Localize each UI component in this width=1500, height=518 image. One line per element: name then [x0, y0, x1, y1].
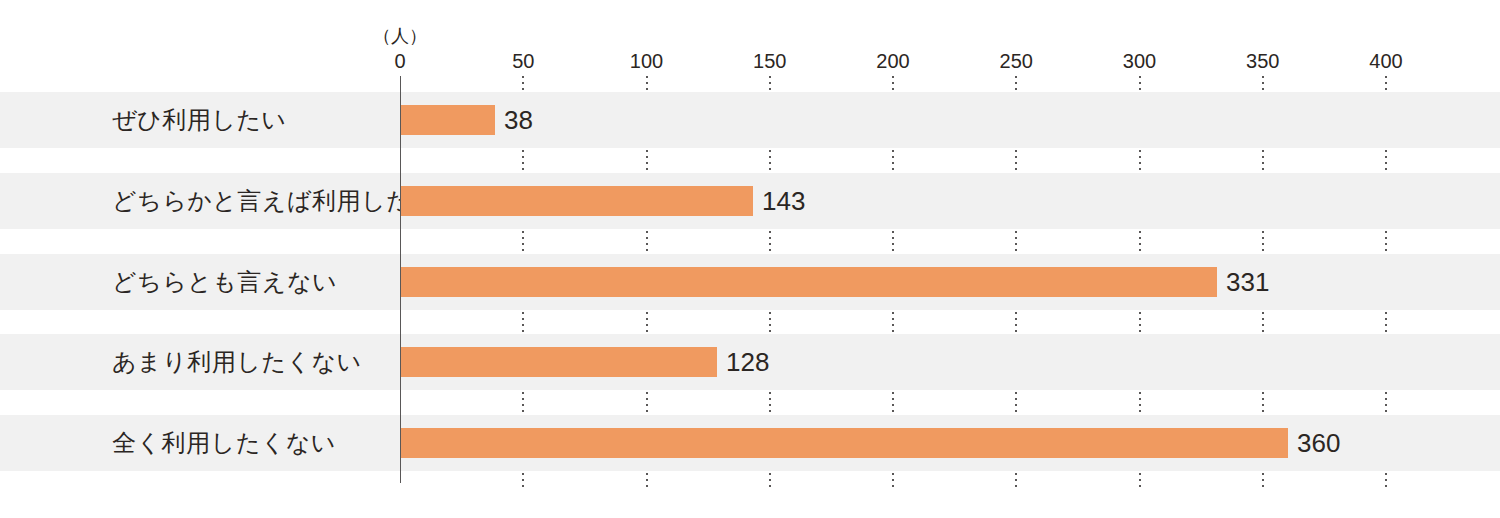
dotted-gridline-segment	[769, 312, 771, 332]
dotted-gridline-segment	[1139, 231, 1141, 252]
bar	[401, 267, 1217, 297]
category-label: あまり利用したくない	[112, 334, 362, 390]
category-label: 全く利用したくない	[112, 415, 336, 471]
dotted-gridline-segment	[1385, 312, 1387, 332]
dotted-gridline-segment	[1385, 392, 1387, 413]
dotted-gridline-segment	[769, 473, 771, 487]
dotted-gridline-segment	[1139, 312, 1141, 332]
dotted-gridline-segment	[1385, 231, 1387, 252]
dotted-gridline-segment	[1015, 473, 1017, 487]
bar	[401, 347, 717, 377]
survey-bar-chart: （人） 0 50 100 150 200 250 300 350 400 ぜひ利用したい 38 どち…	[0, 0, 1500, 518]
dotted-gridline-segment	[646, 231, 648, 252]
dotted-gridline-segment	[1015, 392, 1017, 413]
category-label: どちらかと言えば利用したい	[112, 173, 436, 229]
dotted-gridline-segment	[1262, 76, 1264, 90]
x-axis-tick-label: 250	[1000, 50, 1033, 72]
x-axis-tick-label: 300	[1123, 50, 1156, 72]
x-axis-tick-label: 200	[876, 50, 909, 72]
dotted-gridline-segment	[892, 231, 894, 252]
value-label: 128	[726, 334, 769, 390]
dotted-gridline-segment	[522, 473, 524, 487]
dotted-gridline-segment	[646, 150, 648, 171]
dotted-gridline-segment	[646, 312, 648, 332]
dotted-gridline-segment	[892, 473, 894, 487]
dotted-gridline-segment	[522, 392, 524, 413]
dotted-gridline-segment	[646, 392, 648, 413]
dotted-gridline-segment	[1262, 150, 1264, 171]
y-axis-line	[400, 76, 401, 483]
dotted-gridline-segment	[522, 150, 524, 171]
dotted-gridline-segment	[892, 150, 894, 171]
dotted-gridline-segment	[1139, 392, 1141, 413]
dotted-gridline-segment	[646, 473, 648, 487]
x-axis-tick-label: 50	[512, 50, 534, 72]
category-label: ぜひ利用したい	[112, 92, 286, 148]
dotted-gridline-segment	[1015, 150, 1017, 171]
dotted-gridline-segment	[1385, 473, 1387, 487]
dotted-gridline-segment	[1262, 392, 1264, 413]
x-axis-tick-label: 150	[753, 50, 786, 72]
dotted-gridline-segment	[1139, 150, 1141, 171]
dotted-gridline-segment	[892, 312, 894, 332]
dotted-gridline-segment	[1385, 76, 1387, 90]
dotted-gridline-segment	[522, 76, 524, 90]
x-axis-tick-label: 400	[1369, 50, 1402, 72]
dotted-gridline-segment	[1139, 76, 1141, 90]
axis-unit-label: （人）	[373, 24, 427, 48]
dotted-gridline-segment	[1385, 150, 1387, 171]
dotted-gridline-segment	[522, 312, 524, 332]
dotted-gridline-segment	[769, 231, 771, 252]
dotted-gridline-segment	[892, 392, 894, 413]
bar	[401, 428, 1288, 458]
x-axis-tick-label: 350	[1246, 50, 1279, 72]
dotted-gridline-segment	[1262, 312, 1264, 332]
bar	[401, 105, 495, 135]
value-label: 143	[762, 173, 805, 229]
dotted-gridline-segment	[646, 76, 648, 90]
dotted-gridline-segment	[1262, 231, 1264, 252]
dotted-gridline-segment	[1015, 231, 1017, 252]
dotted-gridline-segment	[1015, 312, 1017, 332]
dotted-gridline-segment	[769, 76, 771, 90]
value-label: 360	[1297, 415, 1340, 471]
value-label: 38	[504, 92, 533, 148]
x-axis-tick-label: 0	[394, 50, 405, 72]
bar	[401, 186, 753, 216]
x-axis-tick-label: 100	[630, 50, 663, 72]
dotted-gridline-segment	[769, 150, 771, 171]
category-label: どちらとも言えない	[112, 254, 337, 310]
dotted-gridline-segment	[1262, 473, 1264, 487]
dotted-gridline-segment	[1015, 76, 1017, 90]
dotted-gridline-segment	[522, 231, 524, 252]
dotted-gridline-segment	[769, 392, 771, 413]
value-label: 331	[1226, 254, 1269, 310]
dotted-gridline-segment	[1139, 473, 1141, 487]
dotted-gridline-segment	[892, 76, 894, 90]
